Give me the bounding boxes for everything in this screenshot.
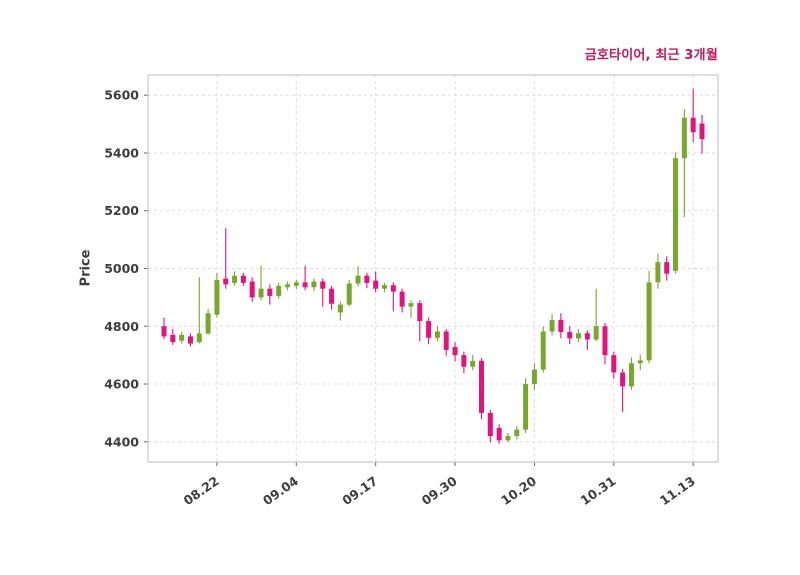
svg-text:10.31: 10.31 [578,473,619,508]
svg-text:5400: 5400 [104,145,139,160]
svg-text:5600: 5600 [104,88,139,103]
svg-text:11.13: 11.13 [657,473,698,508]
svg-text:09.17: 09.17 [339,473,380,508]
y-axis-label: Price [78,249,94,287]
chart-title: 금호타이어, 최근 3개월 [584,48,718,63]
svg-text:4400: 4400 [104,434,139,449]
svg-text:4800: 4800 [104,319,139,334]
svg-text:09.04: 09.04 [260,473,301,508]
svg-text:09.30: 09.30 [419,473,460,508]
svg-text:08.22: 08.22 [181,473,222,508]
svg-text:5000: 5000 [104,261,139,276]
svg-text:5200: 5200 [104,203,139,218]
svg-text:10.20: 10.20 [498,473,539,508]
svg-text:4600: 4600 [104,377,139,392]
